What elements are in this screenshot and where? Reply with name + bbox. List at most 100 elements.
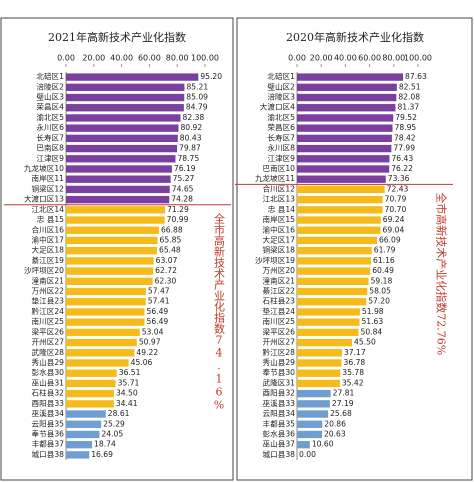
category-label: 奉节县30 xyxy=(263,367,296,377)
bar xyxy=(297,144,392,153)
value-label: 27.19 xyxy=(332,399,354,408)
value-label: 65.85 xyxy=(160,235,182,244)
bar xyxy=(66,349,135,357)
value-label: 62.30 xyxy=(155,276,177,285)
bar xyxy=(297,430,322,439)
bar xyxy=(66,287,146,296)
bar xyxy=(297,216,381,224)
value-label: 35.71 xyxy=(118,378,140,387)
category-label: 巫山县31 xyxy=(32,377,65,387)
category-label: 渝中区16 xyxy=(263,224,296,234)
category-label: 荣昌区4 xyxy=(36,102,64,112)
category-label: 垫江县23 xyxy=(32,296,65,306)
category-label: 黔江区28 xyxy=(263,347,296,357)
value-label: 57.41 xyxy=(148,297,170,306)
bar xyxy=(66,267,154,275)
value-label: 65.48 xyxy=(159,246,181,255)
value-label: 36.78 xyxy=(344,358,366,367)
value-label: 25.68 xyxy=(330,409,352,418)
bar xyxy=(297,104,396,112)
bar xyxy=(66,420,102,428)
x-tick-label: 40.00 xyxy=(110,54,133,63)
category-label: 巫山县37 xyxy=(263,439,296,449)
value-label: 70.70 xyxy=(385,205,407,214)
category-label: 北碚区1 xyxy=(267,71,295,81)
category-label: 渝北区5 xyxy=(36,112,64,122)
category-label: 彭水县36 xyxy=(263,428,296,438)
value-label: 70.99 xyxy=(167,215,189,224)
bar xyxy=(297,400,330,408)
category-label: 綦江区22 xyxy=(263,286,296,296)
value-label: 10.60 xyxy=(312,440,334,449)
bar xyxy=(66,155,176,163)
category-label: 巫溪县34 xyxy=(32,408,65,418)
bar xyxy=(66,165,172,173)
bar xyxy=(66,318,145,326)
value-label: 34.50 xyxy=(116,389,138,398)
value-label: 66.09 xyxy=(379,235,401,244)
category-label: 长寿区7 xyxy=(36,132,64,142)
category-label: 丰都县37 xyxy=(32,439,65,449)
value-label: 75.27 xyxy=(173,174,195,183)
bar xyxy=(297,379,340,388)
x-tick-label: 40.00 xyxy=(334,54,357,63)
value-label: 70.79 xyxy=(385,195,407,204)
category-label: 潼南区21 xyxy=(263,275,296,285)
value-label: 78.42 xyxy=(394,133,416,142)
x-tick-label: 100.00 xyxy=(404,54,432,63)
category-label: 潼南区21 xyxy=(32,275,65,285)
bar xyxy=(297,389,331,398)
category-label: 酉阳县33 xyxy=(32,399,65,408)
bar xyxy=(297,155,390,163)
value-label: 82.08 xyxy=(398,93,420,102)
category-label: 北碚区1 xyxy=(36,71,64,81)
value-label: 34.41 xyxy=(116,399,138,408)
category-label: 荣昌区6 xyxy=(267,122,295,132)
value-label: 61.79 xyxy=(374,246,396,255)
category-label: 璧山区2 xyxy=(267,81,295,91)
bar xyxy=(66,93,185,102)
category-label: 丰都县35 xyxy=(263,418,296,428)
value-label: 80.92 xyxy=(180,123,202,132)
bar xyxy=(66,73,199,81)
bar xyxy=(66,216,165,224)
category-label: 江北区14 xyxy=(32,205,65,214)
bar xyxy=(297,298,367,306)
category-label: 武隆区31 xyxy=(263,377,296,387)
bar xyxy=(297,420,323,428)
value-label: 24.05 xyxy=(101,429,123,438)
reference-label: 全市高新技术产业化指数74.16% xyxy=(213,211,226,411)
category-label: 长寿区7 xyxy=(267,132,295,142)
bar xyxy=(66,236,158,245)
bar xyxy=(297,195,383,204)
category-label: 忠 县14 xyxy=(268,205,295,214)
value-label: 25.29 xyxy=(103,419,125,428)
value-label: 80.43 xyxy=(180,133,202,142)
value-label: 45.06 xyxy=(131,358,153,367)
category-label: 奉节县36 xyxy=(32,428,65,438)
value-label: 51.98 xyxy=(362,307,384,316)
value-label: 66.88 xyxy=(161,225,183,234)
category-label: 江北区13 xyxy=(263,195,296,204)
category-label: 渝中区17 xyxy=(32,234,65,244)
category-label: 大足区18 xyxy=(32,245,65,255)
bar xyxy=(297,175,386,183)
bar xyxy=(297,165,390,173)
value-label: 20.63 xyxy=(324,429,346,438)
category-label: 綦江区19 xyxy=(32,255,65,265)
value-label: 85.21 xyxy=(186,82,208,91)
chart-title: 2020年高新技术产业化指数 xyxy=(286,30,424,44)
value-label: 35.42 xyxy=(342,378,364,387)
bar xyxy=(297,257,372,265)
category-label: 合川区12 xyxy=(263,183,296,193)
category-label: 沙坪坝区20 xyxy=(24,266,64,275)
x-tick-label: 0.00 xyxy=(288,54,306,63)
value-label: 51.63 xyxy=(361,317,383,326)
bar xyxy=(297,134,392,143)
value-label: 69.24 xyxy=(383,215,405,224)
category-label: 九龙坡区11 xyxy=(255,173,295,183)
value-label: 58.05 xyxy=(369,287,391,296)
category-label: 梁平区26 xyxy=(32,327,65,336)
value-label: 76.43 xyxy=(391,154,413,163)
